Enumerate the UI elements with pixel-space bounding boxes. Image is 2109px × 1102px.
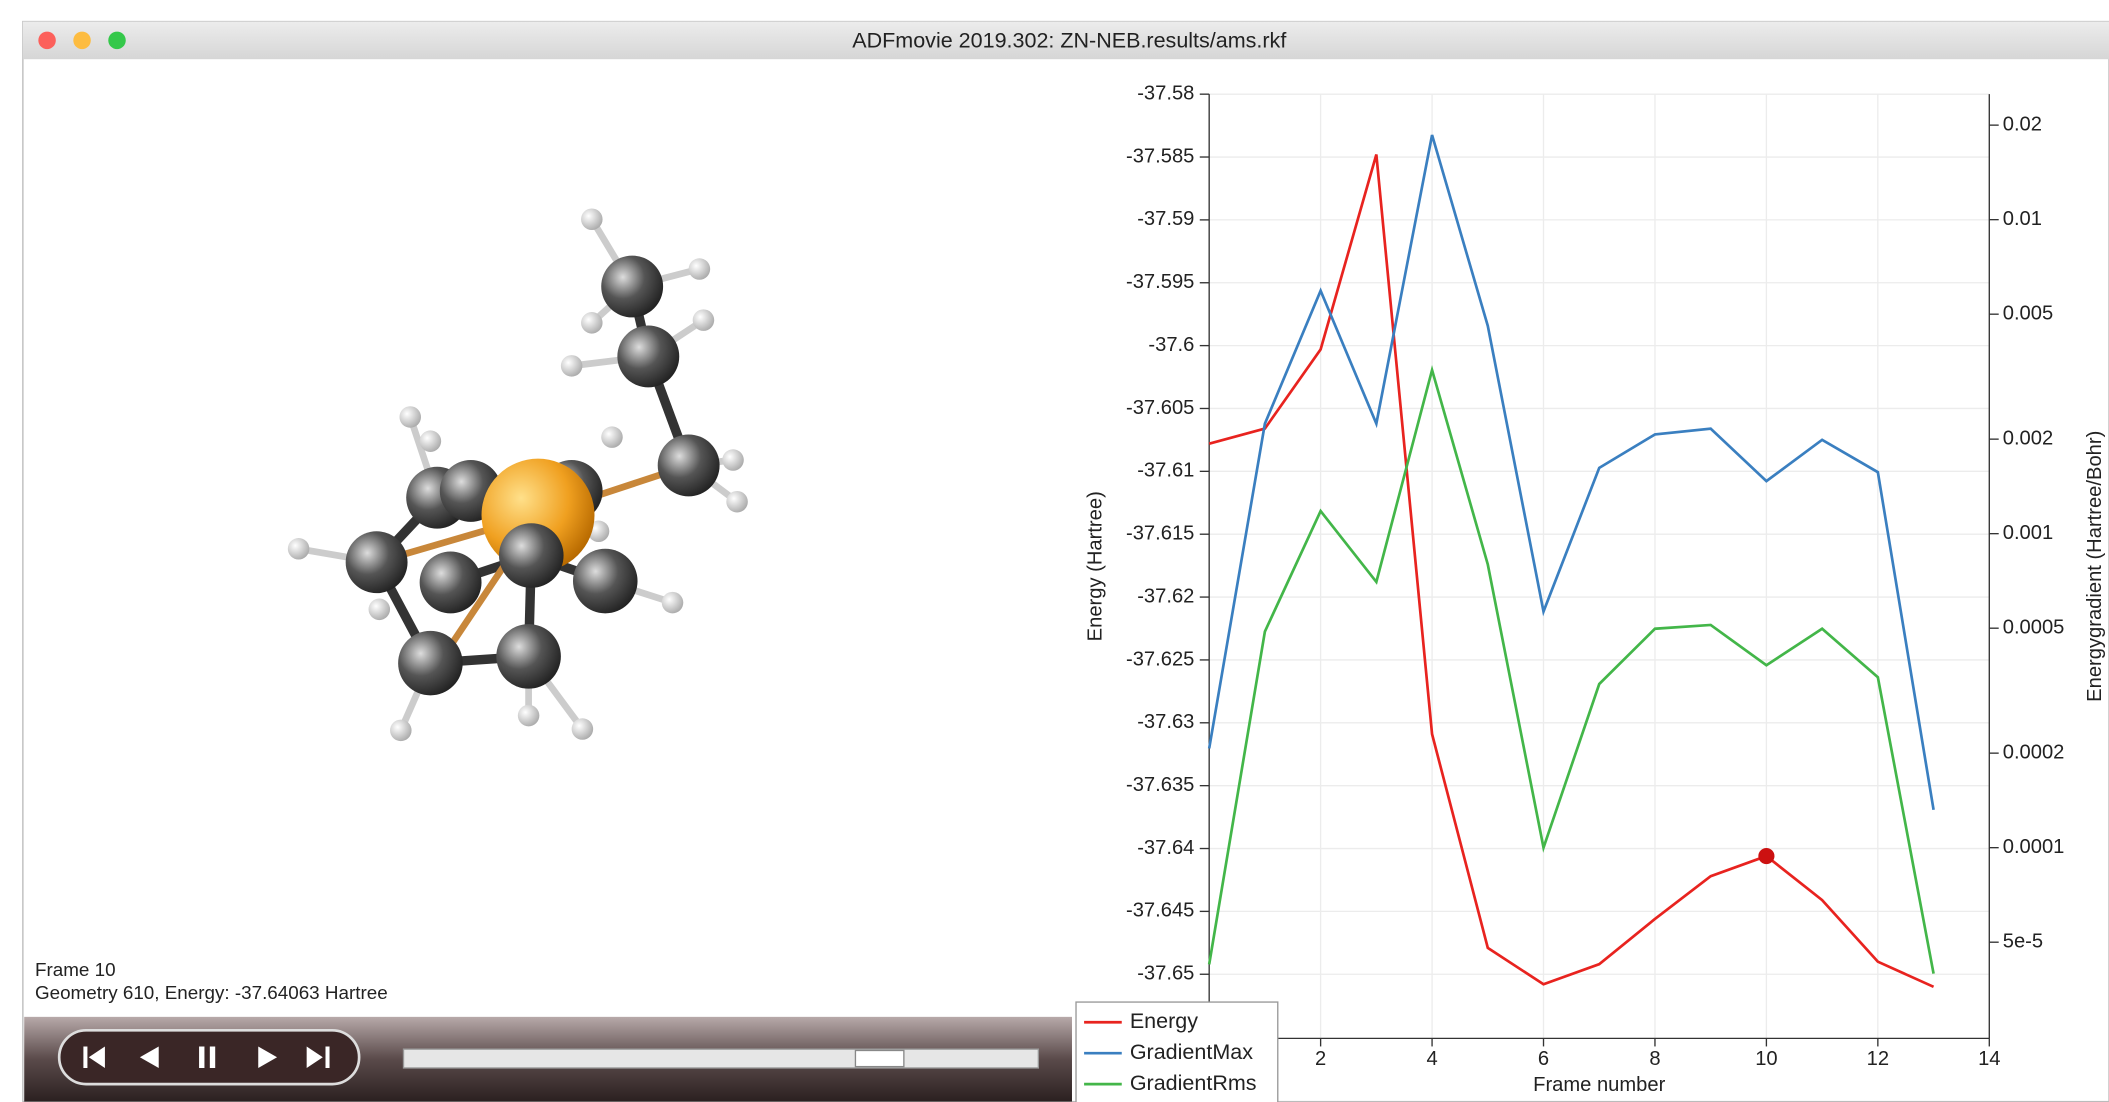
y2-tick-label: 5e-5 bbox=[2003, 931, 2043, 953]
frame-slider[interactable] bbox=[404, 1049, 1039, 1068]
y2-tick-label: 0.0002 bbox=[2003, 741, 2065, 763]
legend-label: GradientMax bbox=[1130, 1040, 1253, 1064]
y2-tick-label: 0.001 bbox=[2003, 522, 2053, 544]
hydrogen-atom bbox=[601, 426, 623, 448]
y-tick-label: -37.635 bbox=[1126, 774, 1194, 796]
y-tick-label: -37.6 bbox=[1148, 334, 1194, 356]
y-tick-label: -37.63 bbox=[1137, 711, 1194, 733]
zoom-button[interactable] bbox=[108, 32, 125, 49]
x-tick-label: 14 bbox=[1978, 1048, 2000, 1070]
hydrogen-atom bbox=[518, 705, 540, 727]
legend-label: Energy bbox=[1130, 1009, 1198, 1033]
y2-tick-label: 0.002 bbox=[2003, 427, 2053, 449]
x-tick-label: 12 bbox=[1867, 1048, 1889, 1070]
hydrogen-atom bbox=[288, 538, 310, 560]
y-tick-label: -37.625 bbox=[1126, 648, 1194, 670]
y-tick-label: -37.58 bbox=[1137, 82, 1194, 104]
carbon-atom bbox=[496, 624, 561, 689]
carbon-atom bbox=[398, 631, 463, 696]
x-tick-label: 6 bbox=[1538, 1048, 1549, 1070]
hydrogen-atom bbox=[390, 720, 412, 742]
hydrogen-atom bbox=[399, 406, 421, 428]
slider-thumb[interactable] bbox=[855, 1050, 903, 1066]
hydrogen-atom bbox=[726, 491, 748, 513]
y-axis-label: Energy (Hartree) bbox=[1085, 491, 1107, 641]
y2-tick-label: 0.0005 bbox=[2003, 617, 2065, 639]
y-tick-label: -37.585 bbox=[1126, 145, 1194, 167]
x-tick-label: 10 bbox=[1755, 1048, 1777, 1070]
hydrogen-atom bbox=[693, 309, 715, 331]
hydrogen-atom bbox=[369, 599, 391, 621]
minimize-button[interactable] bbox=[73, 32, 90, 49]
highlight-point bbox=[1758, 848, 1774, 864]
y2-tick-label: 0.02 bbox=[2003, 113, 2042, 135]
x-tick-label: 2 bbox=[1315, 1048, 1326, 1070]
carbon-atom bbox=[573, 549, 638, 614]
y-tick-label: -37.61 bbox=[1137, 460, 1194, 482]
y-tick-label: -37.605 bbox=[1126, 397, 1194, 419]
y-tick-label: -37.645 bbox=[1126, 900, 1194, 922]
hydrogen-atom bbox=[689, 258, 711, 280]
legend-label: GradientRms bbox=[1130, 1071, 1257, 1095]
y2-axis-label: Energygradient (Hartree/Bohr) bbox=[2084, 431, 2106, 702]
x-tick-label: 8 bbox=[1649, 1048, 1660, 1070]
carbon-atom bbox=[499, 523, 564, 588]
hydrogen-atom bbox=[420, 430, 442, 452]
y2-tick-label: 0.005 bbox=[2003, 303, 2053, 325]
y2-tick-label: 0.01 bbox=[2003, 208, 2042, 230]
carbon-atom bbox=[617, 326, 679, 388]
y-tick-label: -37.64 bbox=[1137, 837, 1194, 859]
hydrogen-atom bbox=[662, 592, 684, 614]
y-tick-label: -37.65 bbox=[1137, 963, 1194, 985]
hydrogen-atom bbox=[561, 355, 583, 377]
y-tick-label: -37.59 bbox=[1137, 208, 1194, 230]
carbon-atom bbox=[601, 256, 663, 318]
y-tick-label: -37.615 bbox=[1126, 523, 1194, 545]
geometry-info: Geometry 610, Energy: -37.64063 Hartree bbox=[35, 982, 388, 1003]
carbon-atom bbox=[658, 434, 720, 496]
window bbox=[23, 22, 2109, 1102]
carbon-atom bbox=[346, 531, 408, 593]
window-title: ADFmovie 2019.302: ZN-NEB.results/ams.rk… bbox=[852, 28, 1287, 52]
hydrogen-atom bbox=[581, 208, 603, 230]
x-tick-label: 4 bbox=[1426, 1048, 1437, 1070]
x-axis-label: Frame number bbox=[1533, 1074, 1665, 1096]
carbon-atom bbox=[420, 551, 482, 613]
y-tick-label: -37.62 bbox=[1137, 585, 1194, 607]
hydrogen-atom bbox=[572, 718, 594, 740]
y2-tick-label: 0.0001 bbox=[2003, 836, 2065, 858]
hydrogen-atom bbox=[581, 312, 603, 334]
frame-label: Frame 10 bbox=[35, 959, 116, 980]
hydrogen-atom bbox=[722, 449, 744, 471]
screen: ADFmovie 2019.302: ZN-NEB.results/ams.rk… bbox=[0, 0, 2109, 1102]
y-tick-label: -37.595 bbox=[1126, 271, 1194, 293]
close-button[interactable] bbox=[38, 32, 55, 49]
